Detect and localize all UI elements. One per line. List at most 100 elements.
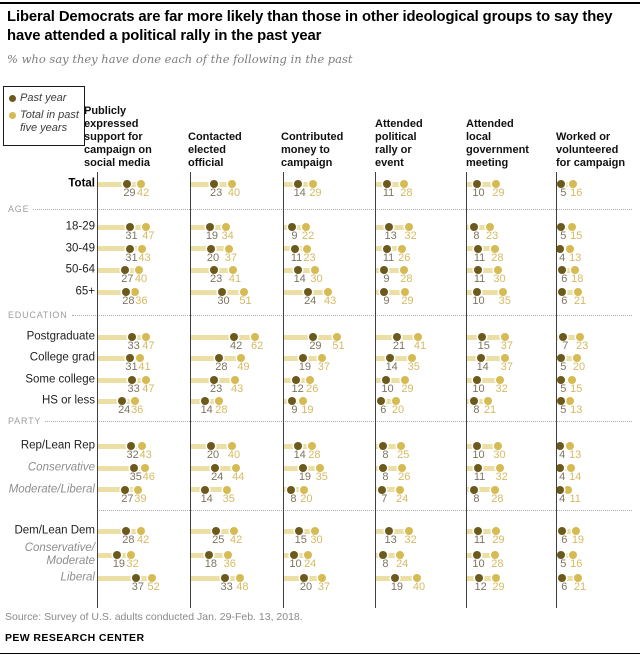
past-year-dot (474, 574, 483, 582)
past-year-dot (298, 354, 307, 362)
past-five-years-dot (396, 485, 405, 494)
data-cell: 9 19 (283, 397, 376, 416)
past-five-years-value: 29 (401, 383, 414, 395)
past-five-years-value: 46 (142, 471, 155, 483)
past-year-value: 8 (473, 230, 480, 242)
past-five-years-dot (298, 397, 307, 405)
past-year-value: 42 (229, 340, 243, 352)
past-year-value: 20 (299, 581, 313, 593)
past-year-dot (557, 354, 566, 362)
past-five-years-value: 35 (222, 492, 235, 505)
data-cell: 5 20 (556, 354, 640, 373)
past-five-years-value: 52 (147, 581, 160, 593)
past-five-years-dot (142, 223, 151, 231)
past-year-dot (210, 266, 219, 274)
past-year-value: 30 (217, 295, 230, 307)
data-cell: 19 37 (283, 354, 376, 373)
row-label: Liberal (60, 571, 95, 584)
range-bar (97, 377, 149, 383)
past-year-value: 20 (206, 449, 220, 461)
data-cell: 18 36 (190, 551, 283, 570)
data-cell: 4 13 (556, 442, 640, 461)
data-cell: 32 43 (97, 442, 190, 461)
past-five-years-value: 28 (400, 187, 413, 199)
past-year-dot (211, 464, 220, 472)
past-five-years-dot (500, 354, 509, 362)
past-year-value: 27 (121, 492, 134, 505)
past-five-years-dot (495, 464, 504, 472)
data-cell: 25 42 (190, 527, 283, 546)
past-year-value: 8 (382, 449, 389, 461)
page-title: Liberal Democrats are far more likely th… (7, 9, 613, 44)
past-five-years-value: 32 (495, 471, 508, 483)
past-year-value: 18 (204, 558, 218, 570)
row-label: 65+ (75, 285, 95, 298)
row-label: Conservative/Moderate (24, 542, 95, 567)
data-cell: 19 32 (97, 551, 190, 570)
past-five-years-value: 43 (138, 251, 151, 264)
past-year-value: 11 (473, 534, 486, 546)
range-bar (97, 267, 141, 273)
data-cell: 5 15 (556, 223, 640, 242)
past-year-dot (207, 244, 215, 253)
range-bar (375, 267, 407, 273)
past-five-years-value: 37 (224, 251, 237, 264)
past-year-value: 8 (473, 404, 480, 416)
data-cell: 14 35 (375, 354, 468, 373)
past-year-value: 14 (200, 404, 213, 416)
data-cell: 19 34 (190, 223, 283, 242)
data-cell: 11 26 (375, 244, 468, 264)
past-five-years-dot (407, 354, 416, 362)
data-cell: 23 43 (190, 376, 283, 395)
past-year-value: 10 (472, 383, 485, 395)
past-year-value: 10 (472, 295, 485, 307)
data-cell: 19 35 (283, 464, 376, 483)
range-bar (466, 224, 493, 230)
past-five-years-dot (315, 464, 324, 472)
past-year-value: 24 (118, 404, 131, 416)
data-cell: 6 21 (556, 288, 640, 307)
legend-label: Total in past five years (20, 108, 79, 135)
past-year-value: 20 (206, 251, 220, 264)
legend-item-past-five: Total in past five years (9, 109, 80, 136)
past-year-dot (122, 527, 131, 535)
past-year-value: 15 (294, 534, 307, 546)
past-year-value: 8 (382, 471, 389, 483)
past-year-value: 14 (200, 492, 213, 505)
past-five-years-value: 32 (404, 230, 417, 242)
past-year-dot (288, 397, 297, 405)
past-five-years-value: 28 (491, 492, 504, 505)
past-year-dot (300, 574, 308, 582)
axis-line (283, 172, 284, 608)
data-cell: 12 29 (466, 574, 559, 593)
past-five-years-dot (398, 244, 407, 253)
row-label: Dem/Lean Dem (14, 524, 95, 537)
data-cell: 6 19 (556, 527, 640, 546)
past-year-dot (200, 485, 209, 494)
past-five-years-dot (232, 464, 241, 472)
past-five-years-dot (224, 244, 233, 253)
past-five-years-value: 21 (573, 581, 587, 593)
data-cell: 8 24 (375, 551, 468, 570)
section-divider: AGE (8, 204, 632, 214)
past-five-years-dot (396, 551, 405, 559)
past-year-dot (558, 288, 567, 296)
column-header: Contributed money to campaign (281, 131, 344, 169)
past-year-value: 4 (559, 449, 566, 461)
legend-label: Past year (20, 92, 67, 104)
past-year-value: 13 (384, 230, 397, 242)
range-bar (466, 487, 498, 492)
past-five-years-value: 37 (317, 581, 330, 593)
data-cell: 10 24 (283, 551, 376, 570)
data-cell: 4 11 (556, 485, 640, 505)
past-year-value: 7 (562, 340, 569, 352)
past-year-dot (204, 551, 213, 559)
past-year-dot (470, 223, 479, 231)
data-cell: 13 32 (375, 223, 468, 242)
past-five-years-dot (136, 354, 145, 362)
past-five-years-value: 39 (134, 492, 147, 505)
row-label: Some college (25, 373, 95, 386)
past-year-dot (294, 527, 303, 535)
past-year-dot (470, 397, 479, 405)
